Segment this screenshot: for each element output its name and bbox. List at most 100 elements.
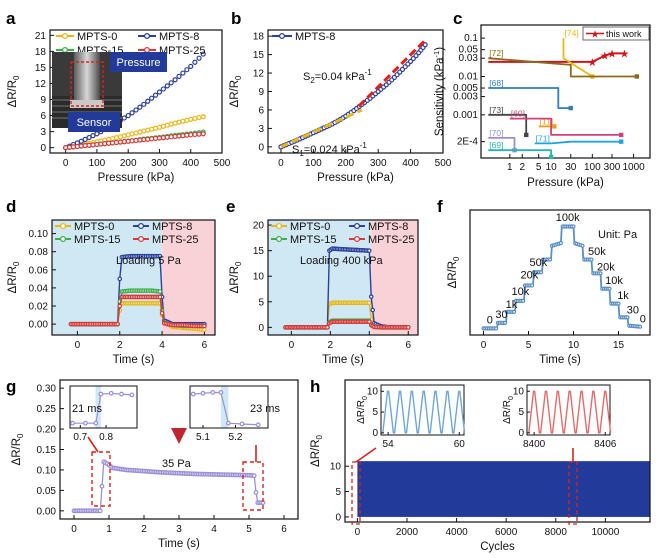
b-y-axis-subscript: 0: [234, 75, 243, 80]
g-response-marker: [99, 483, 105, 489]
g-xtick-label: 2: [141, 524, 147, 535]
b-xtick-label: 100: [305, 158, 322, 169]
d-series-mpts-8-marker: [157, 253, 163, 259]
g-highlight-rise: [91, 451, 111, 507]
g-ytick-label: 0.20: [37, 425, 57, 436]
c-ref-label: [60]: [511, 109, 525, 119]
f-pressure-step-label: 100k: [556, 212, 580, 224]
loading-5pa-label: Loading 5 Pa: [116, 255, 182, 267]
g-inset-frame: [69, 385, 138, 429]
d-ytick-label: 0.10: [29, 229, 49, 240]
h-inset-y-axis-label: ΔR/R0: [502, 396, 515, 424]
b-xtick-label: 500: [435, 158, 452, 169]
a-xtick-label: 200: [120, 158, 137, 169]
panel-label-b: b: [231, 9, 241, 28]
h-inset-ytick-label: 10: [513, 386, 525, 397]
f-pressure-step-label: 30: [627, 304, 639, 316]
g-highlight-fall: [242, 461, 264, 511]
b-ytick-label: 12: [253, 69, 265, 80]
d-y-axis-label: ΔR/R0: [7, 261, 21, 294]
e-series-mpts-8-marker: [366, 248, 372, 253]
f-staircase-marker: [598, 271, 603, 276]
h-xtick-label: 4000: [445, 527, 468, 538]
c-ref-line: [509, 117, 622, 136]
c-ref-line: [534, 140, 622, 145]
e-series-mpts-0-marker: [366, 300, 372, 306]
c-ref-label: [72]: [489, 48, 503, 58]
d-legend-label: MPTS-25: [152, 234, 198, 246]
e-ytick-label: 20: [253, 221, 265, 232]
f-xtick-label: 5: [526, 340, 532, 351]
e-series-mpts-25-marker: [405, 325, 411, 330]
b-fit-line-s1: [280, 108, 363, 149]
c-ytick-label: 0.03: [459, 53, 479, 64]
e-xtick-label: 0: [289, 340, 295, 351]
d-series-mpts-25-marker: [115, 321, 120, 327]
f-pressure-step-label: 1k: [506, 299, 518, 311]
f-x-axis-label: Time (s): [539, 354, 581, 366]
panel-b-chart: 0 100 200 300 400 500 0 3 6 9 12 15 18 Pressure (kPa)…: [229, 29, 452, 184]
g-x-axis-label: Time (s): [158, 538, 200, 550]
b-ytick-label: 0: [258, 142, 264, 153]
e-series-mpts-8-marker: [368, 294, 374, 299]
g-inset-marker: [225, 420, 231, 426]
b-fit-line-s2: [357, 37, 428, 108]
a-series-mpts-8-marker: [200, 51, 206, 57]
f-staircase-marker: [580, 243, 585, 248]
f-pressure-step-label: 30: [495, 309, 507, 321]
f-staircase-marker: [538, 270, 544, 275]
c-xtick-label: 300: [604, 162, 621, 173]
c-ref-line: [488, 136, 516, 151]
a-series-mpts-25-marker: [196, 131, 202, 137]
a-series-mpts-8-marker: [86, 134, 92, 141]
d-unloading-region: [162, 220, 215, 335]
f-plot-frame: [469, 209, 651, 336]
panel-label-g: g: [6, 377, 16, 396]
c-ytick-label: 2E-4: [457, 137, 479, 148]
f-staircase-marker: [503, 320, 508, 325]
e-x-axis-label: Time (s): [322, 354, 364, 366]
b-ytick-label: 3: [258, 124, 264, 135]
c-xtick-label: 2: [519, 162, 525, 173]
e-legend-label: MPTS-0: [290, 221, 330, 233]
g-y-axis-label: ΔR/R0: [11, 433, 25, 466]
c-legend-star-icon: ★: [591, 30, 600, 41]
d-series-mpts-25-marker: [157, 294, 163, 300]
f-pressure-step-label: 0: [640, 314, 646, 326]
c-ref-line: [488, 113, 528, 135]
panel-g-chart: 0 1 2 3 4 5 6 0.00 0.05 0.10 0.15 0.20 0.25 0.30 Time …: [11, 379, 299, 550]
e-plot-frame: [267, 219, 419, 336]
h-y-axis-label: ΔR/R0: [310, 434, 324, 467]
e-ytick-label: 5: [258, 297, 264, 308]
panel-label-h: h: [310, 377, 320, 396]
g-xtick-label: 4: [211, 524, 217, 535]
g-y-axis-subscript: 0: [16, 433, 25, 438]
response-time-21ms: 21 ms: [72, 403, 102, 415]
loading-400kpa-label: Loading 400 kPa: [300, 255, 383, 267]
d-legend-marker: [137, 235, 145, 243]
panel-label-d: d: [6, 197, 16, 216]
g-xtick-label: 6: [281, 524, 287, 535]
f-pressure-step-label: 10k: [512, 286, 530, 298]
c-xtick-label: 100: [584, 162, 601, 173]
f-xtick-label: 0: [481, 340, 487, 351]
g-inset-marker: [210, 390, 216, 395]
e-ytick-label: 0: [258, 323, 264, 334]
c-ytick-label: 0.001: [453, 110, 478, 121]
g-inset-marker: [255, 422, 261, 428]
a-ytick-label: 6: [40, 111, 46, 122]
b-xtick-label: 200: [337, 158, 354, 169]
g-xtick-label: 0: [71, 524, 77, 535]
b-plot-frame: [267, 29, 444, 154]
a-series-mpts-8-marker: [188, 63, 194, 69]
a-series-mpts-8-marker: [149, 95, 155, 101]
g-ytick-label: 0.10: [37, 465, 57, 476]
c-xtick-label: 30: [565, 162, 577, 173]
b-y-axis-label: ΔR/R0: [229, 75, 243, 108]
a-series-mpts-0-marker: [188, 116, 194, 122]
f-staircase-marker: [520, 298, 526, 303]
